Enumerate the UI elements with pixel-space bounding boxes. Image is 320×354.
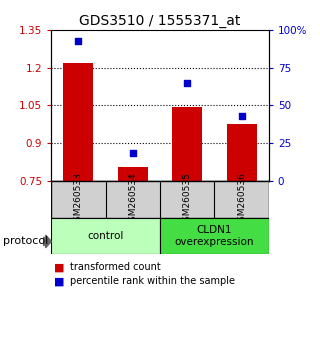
Bar (172, 107, 202, 181)
Point (76, 38, 81, 44)
Text: GSM260534: GSM260534 (128, 172, 137, 227)
Text: CLDN1
overexpression: CLDN1 overexpression (175, 225, 254, 247)
Text: ■: ■ (54, 276, 65, 286)
Bar (51, 218, 160, 254)
Bar (63, 63, 93, 181)
Text: percentile rank within the sample: percentile rank within the sample (70, 276, 236, 286)
Text: GSM260533: GSM260533 (74, 172, 83, 227)
Text: control: control (87, 231, 124, 241)
Text: ■: ■ (54, 262, 65, 272)
Text: GSM260535: GSM260535 (183, 172, 192, 227)
Point (185, 80, 190, 86)
Bar (160, 218, 269, 254)
Text: GSM260536: GSM260536 (237, 172, 246, 227)
Point (239, 113, 244, 119)
Text: protocol: protocol (3, 236, 48, 246)
Title: GDS3510 / 1555371_at: GDS3510 / 1555371_at (79, 14, 241, 28)
Bar (118, 167, 148, 181)
Text: transformed count: transformed count (70, 262, 161, 272)
FancyArrow shape (43, 235, 51, 248)
Point (130, 151, 135, 156)
Bar (227, 124, 257, 181)
